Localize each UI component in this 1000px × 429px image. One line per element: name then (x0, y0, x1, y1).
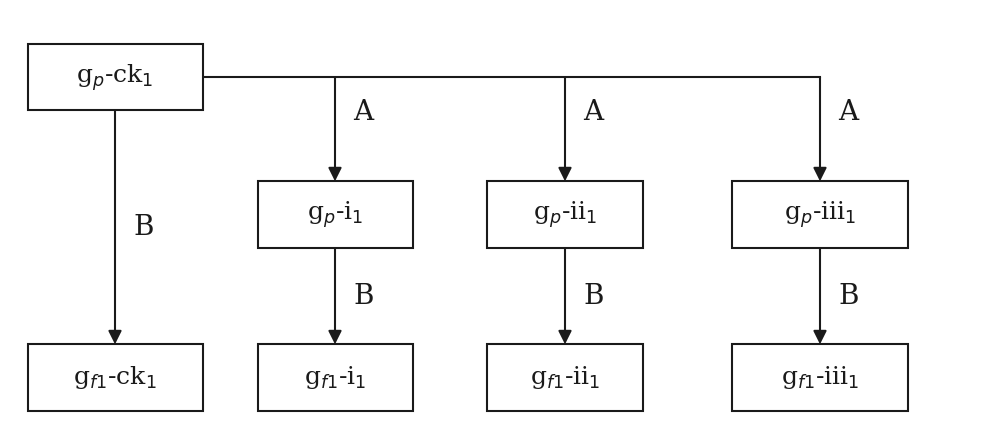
FancyBboxPatch shape (487, 181, 642, 248)
FancyBboxPatch shape (258, 181, 413, 248)
Text: A: A (583, 99, 603, 126)
FancyBboxPatch shape (487, 344, 642, 411)
FancyBboxPatch shape (258, 344, 413, 411)
Text: B: B (133, 214, 154, 241)
FancyBboxPatch shape (732, 344, 908, 411)
FancyBboxPatch shape (28, 44, 202, 111)
Text: g$_{f1}$-i$_{1}$: g$_{f1}$-i$_{1}$ (304, 364, 366, 391)
Text: B: B (583, 283, 604, 309)
Text: g$_{p}$-ck$_{1}$: g$_{p}$-ck$_{1}$ (76, 62, 154, 93)
Text: A: A (838, 99, 858, 126)
Text: B: B (353, 283, 374, 309)
Text: g$_{p}$-i$_{1}$: g$_{p}$-i$_{1}$ (307, 199, 363, 230)
Text: g$_{f1}$-ck$_{1}$: g$_{f1}$-ck$_{1}$ (73, 364, 157, 391)
Text: g$_{p}$-iii$_{1}$: g$_{p}$-iii$_{1}$ (784, 199, 856, 230)
Text: g$_{f1}$-ii$_{1}$: g$_{f1}$-ii$_{1}$ (530, 364, 600, 391)
Text: A: A (353, 99, 373, 126)
Text: B: B (838, 283, 858, 309)
Text: g$_{p}$-ii$_{1}$: g$_{p}$-ii$_{1}$ (533, 199, 597, 230)
Text: g$_{f1}$-iii$_{1}$: g$_{f1}$-iii$_{1}$ (781, 364, 859, 391)
FancyBboxPatch shape (28, 344, 202, 411)
FancyBboxPatch shape (732, 181, 908, 248)
